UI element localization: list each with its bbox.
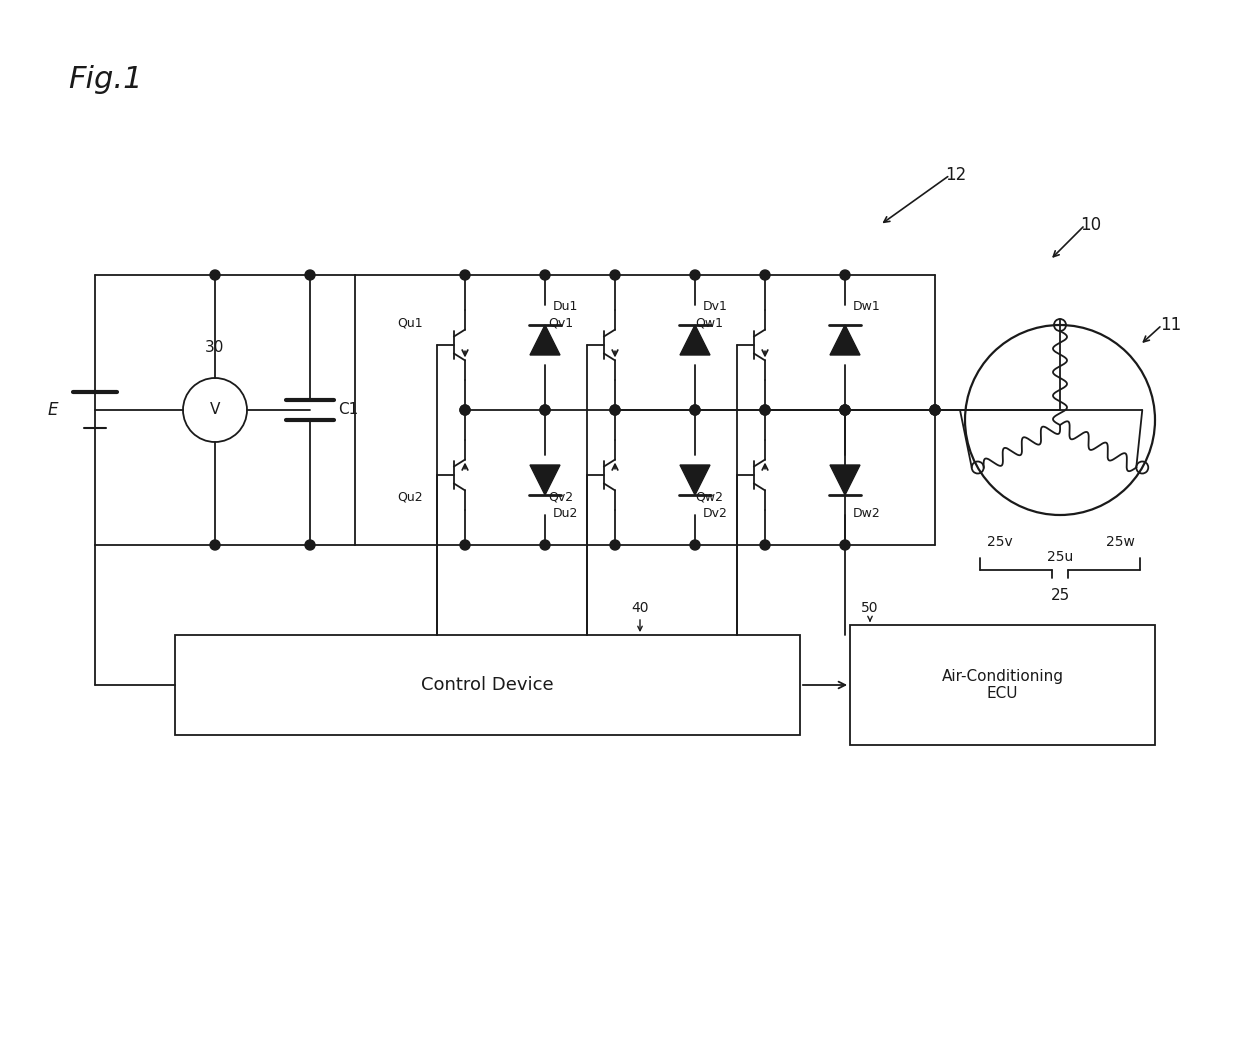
Text: Dv1: Dv1 (703, 300, 728, 313)
Text: Air-Conditioning
ECU: Air-Conditioning ECU (941, 669, 1064, 702)
Text: 50: 50 (862, 601, 879, 615)
Text: Qu1: Qu1 (397, 316, 423, 329)
Circle shape (460, 405, 470, 415)
Text: 25u: 25u (1047, 550, 1073, 564)
Polygon shape (529, 465, 560, 495)
Circle shape (930, 405, 940, 415)
Polygon shape (680, 465, 711, 495)
Circle shape (930, 405, 940, 415)
Text: 11: 11 (1159, 316, 1182, 334)
Polygon shape (830, 465, 861, 495)
Circle shape (539, 405, 551, 415)
Text: 30: 30 (206, 340, 224, 354)
Text: 12: 12 (945, 166, 966, 184)
Circle shape (930, 405, 940, 415)
Circle shape (689, 270, 701, 280)
Circle shape (460, 405, 470, 415)
Circle shape (305, 540, 315, 550)
Text: Dw2: Dw2 (853, 507, 880, 520)
Circle shape (689, 405, 701, 415)
Circle shape (539, 540, 551, 550)
Text: Qv2: Qv2 (548, 491, 573, 503)
Text: Qv1: Qv1 (548, 316, 573, 329)
Polygon shape (680, 325, 711, 354)
Text: 10: 10 (1080, 216, 1101, 234)
Circle shape (839, 270, 849, 280)
Circle shape (539, 405, 551, 415)
Circle shape (689, 540, 701, 550)
Text: 25v: 25v (987, 535, 1013, 549)
Text: Dw1: Dw1 (853, 300, 880, 313)
Text: E: E (48, 401, 58, 419)
Text: Fig.1: Fig.1 (68, 65, 143, 94)
Polygon shape (830, 325, 861, 354)
Circle shape (460, 270, 470, 280)
Circle shape (610, 540, 620, 550)
Circle shape (839, 405, 849, 415)
Circle shape (839, 405, 849, 415)
Text: 25: 25 (1050, 588, 1070, 603)
Circle shape (210, 540, 219, 550)
Text: Qu2: Qu2 (397, 491, 423, 503)
Circle shape (460, 540, 470, 550)
Circle shape (839, 540, 849, 550)
Circle shape (760, 405, 770, 415)
Text: 40: 40 (631, 601, 649, 615)
Circle shape (610, 405, 620, 415)
Text: Du2: Du2 (553, 507, 578, 520)
Circle shape (610, 405, 620, 415)
Text: V: V (210, 403, 221, 418)
Text: Dv2: Dv2 (703, 507, 728, 520)
Circle shape (760, 405, 770, 415)
Text: Qw1: Qw1 (694, 316, 723, 329)
Circle shape (539, 270, 551, 280)
Circle shape (210, 270, 219, 280)
Text: Qw2: Qw2 (694, 491, 723, 503)
Text: 25w: 25w (1106, 535, 1135, 549)
Circle shape (610, 270, 620, 280)
Circle shape (689, 405, 701, 415)
Circle shape (305, 270, 315, 280)
Text: Du1: Du1 (553, 300, 578, 313)
Text: C1: C1 (339, 403, 358, 418)
Circle shape (760, 540, 770, 550)
Polygon shape (529, 325, 560, 354)
Text: Control Device: Control Device (422, 676, 554, 694)
Circle shape (839, 405, 849, 415)
Circle shape (760, 270, 770, 280)
